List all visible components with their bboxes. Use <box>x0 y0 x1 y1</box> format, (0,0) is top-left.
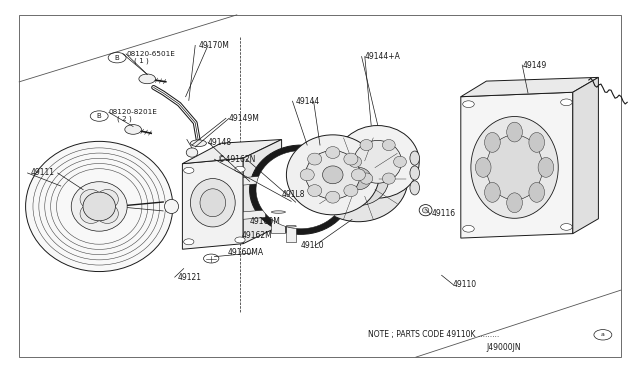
Polygon shape <box>182 158 243 249</box>
Circle shape <box>235 166 245 172</box>
Ellipse shape <box>346 167 371 190</box>
Text: 49162M: 49162M <box>242 231 273 240</box>
Ellipse shape <box>308 153 322 165</box>
Circle shape <box>463 101 474 108</box>
Ellipse shape <box>383 140 395 151</box>
Text: 49144: 49144 <box>296 97 320 106</box>
Ellipse shape <box>323 166 343 184</box>
Circle shape <box>204 254 219 263</box>
Polygon shape <box>243 210 266 219</box>
Ellipse shape <box>326 147 340 158</box>
Text: B: B <box>115 55 120 61</box>
Ellipse shape <box>164 199 179 214</box>
Text: 08120-6501E: 08120-6501E <box>126 51 175 57</box>
Text: ©49162N: ©49162N <box>218 155 255 164</box>
Ellipse shape <box>309 135 408 222</box>
Ellipse shape <box>507 193 522 213</box>
Ellipse shape <box>394 156 406 167</box>
Ellipse shape <box>344 185 358 196</box>
Circle shape <box>463 225 474 232</box>
Circle shape <box>139 74 156 84</box>
Ellipse shape <box>271 211 285 213</box>
Circle shape <box>561 224 572 230</box>
Ellipse shape <box>26 141 173 272</box>
Ellipse shape <box>529 132 545 152</box>
Text: a: a <box>601 332 605 337</box>
Text: 49149M: 49149M <box>229 114 260 123</box>
Text: 49121: 49121 <box>178 273 202 282</box>
Text: 08120-8201E: 08120-8201E <box>109 109 157 115</box>
Ellipse shape <box>308 185 322 196</box>
Text: 49160M: 49160M <box>250 217 280 226</box>
Ellipse shape <box>476 157 491 177</box>
Text: 49148: 49148 <box>208 138 232 147</box>
Circle shape <box>184 239 194 245</box>
Text: ( 2 ): ( 2 ) <box>117 116 132 122</box>
Ellipse shape <box>96 189 118 209</box>
Ellipse shape <box>326 191 340 203</box>
Ellipse shape <box>529 183 545 202</box>
Polygon shape <box>271 212 285 232</box>
Circle shape <box>125 125 141 134</box>
Ellipse shape <box>96 204 118 224</box>
Ellipse shape <box>71 182 127 231</box>
Ellipse shape <box>336 126 419 198</box>
Ellipse shape <box>360 140 372 151</box>
Text: 49116: 49116 <box>431 209 456 218</box>
Ellipse shape <box>344 153 358 165</box>
Ellipse shape <box>256 151 346 229</box>
Text: 49111: 49111 <box>31 169 55 177</box>
Text: NOTE ; PARTS CODE 49110K .........: NOTE ; PARTS CODE 49110K ......... <box>368 330 499 339</box>
Circle shape <box>184 167 194 173</box>
Ellipse shape <box>186 148 198 157</box>
Ellipse shape <box>383 173 395 184</box>
Ellipse shape <box>349 156 362 167</box>
Text: 49160MA: 49160MA <box>227 248 263 257</box>
Ellipse shape <box>351 169 365 181</box>
Ellipse shape <box>419 205 432 216</box>
Polygon shape <box>461 77 598 97</box>
Polygon shape <box>573 77 598 234</box>
Ellipse shape <box>328 152 389 205</box>
Polygon shape <box>286 226 296 242</box>
Text: 49170M: 49170M <box>198 41 229 50</box>
Ellipse shape <box>83 192 115 221</box>
Text: B: B <box>97 113 102 119</box>
Circle shape <box>561 99 572 106</box>
Ellipse shape <box>471 116 558 218</box>
Text: 49149: 49149 <box>522 61 547 70</box>
Ellipse shape <box>286 225 296 227</box>
Text: ( 1 ): ( 1 ) <box>134 57 149 64</box>
Polygon shape <box>243 140 282 244</box>
Ellipse shape <box>353 140 402 183</box>
Ellipse shape <box>287 135 380 215</box>
Ellipse shape <box>306 151 360 199</box>
Text: 49110: 49110 <box>453 280 477 289</box>
Text: 491L0: 491L0 <box>301 241 324 250</box>
Ellipse shape <box>191 140 206 147</box>
Ellipse shape <box>484 132 500 152</box>
Circle shape <box>235 237 245 243</box>
Text: J49000JN: J49000JN <box>486 343 521 352</box>
Polygon shape <box>243 176 266 185</box>
Ellipse shape <box>300 169 314 181</box>
Polygon shape <box>182 140 282 164</box>
Text: 491L8: 491L8 <box>282 190 305 199</box>
Ellipse shape <box>200 189 226 217</box>
Ellipse shape <box>410 151 420 165</box>
Ellipse shape <box>80 204 102 224</box>
Ellipse shape <box>422 208 429 213</box>
Ellipse shape <box>484 183 500 202</box>
Polygon shape <box>461 92 573 238</box>
Ellipse shape <box>410 166 420 180</box>
Ellipse shape <box>507 122 522 142</box>
Ellipse shape <box>538 157 554 177</box>
Text: 49144+A: 49144+A <box>365 52 401 61</box>
Ellipse shape <box>360 173 372 184</box>
Ellipse shape <box>486 135 543 200</box>
Ellipse shape <box>250 145 352 234</box>
Ellipse shape <box>410 181 420 195</box>
Ellipse shape <box>80 189 102 209</box>
Ellipse shape <box>191 179 236 227</box>
